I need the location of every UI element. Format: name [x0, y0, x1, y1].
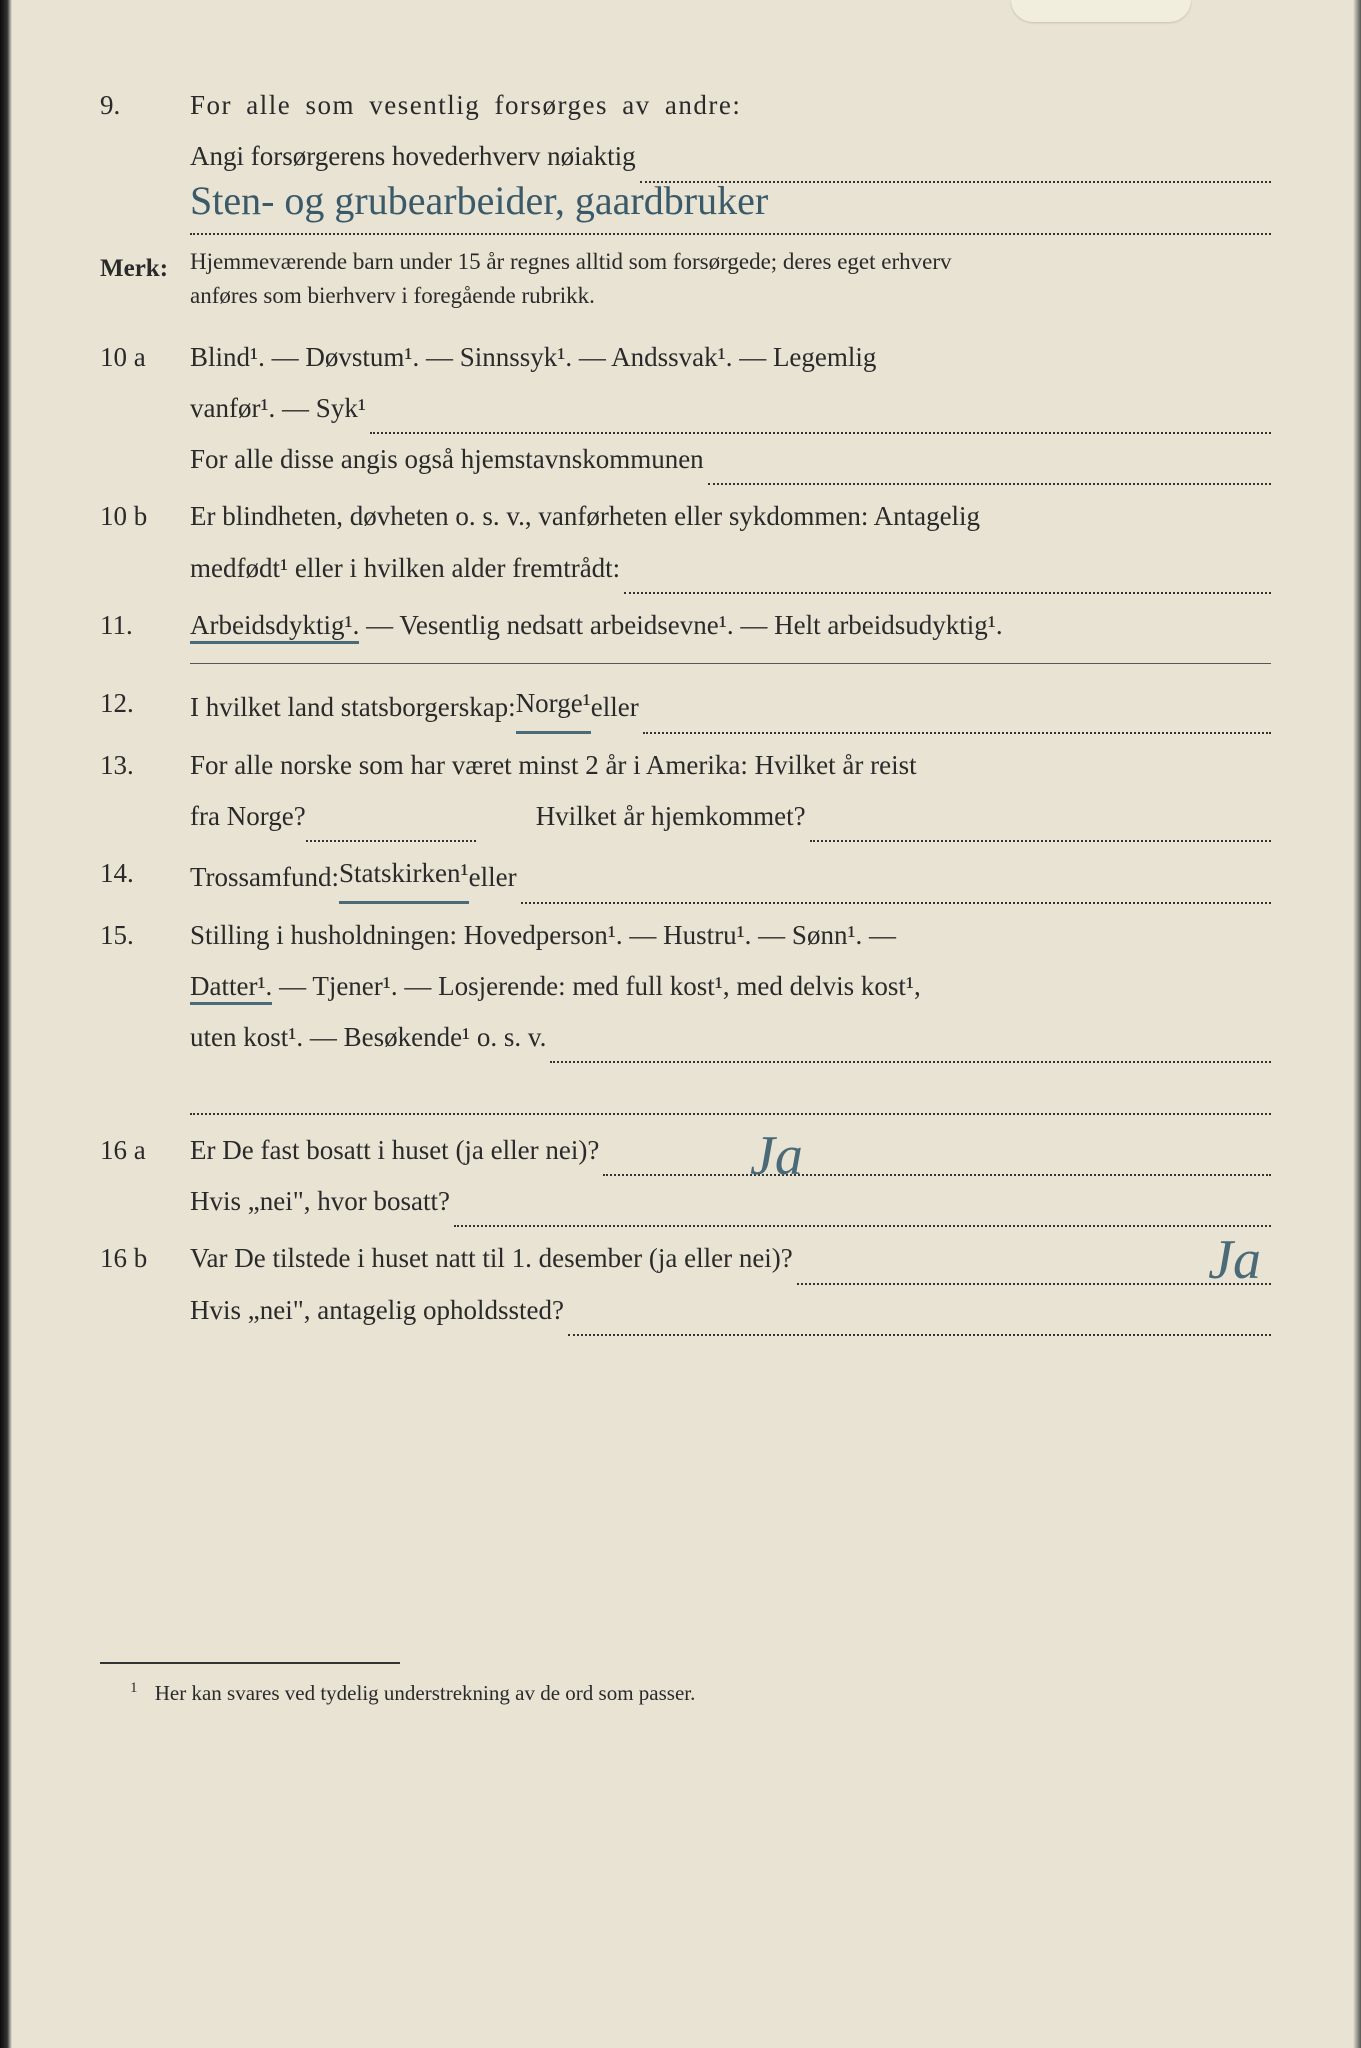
question-number: 14. — [100, 848, 190, 899]
q16a-handwritten-answer: Ja — [750, 1103, 803, 1209]
blank-line — [454, 1196, 1271, 1228]
blank-line — [370, 403, 1271, 435]
q13-from: fra Norge? — [190, 791, 306, 842]
footnote-rule — [100, 1662, 400, 1664]
q10b-line2: medfødt¹ eller i hvilken alder fremtrådt… — [190, 543, 620, 594]
q15-line1: Stilling i husholdningen: Hovedperson¹. … — [190, 910, 1271, 961]
q9-line1: For alle som vesentlig forsørges av andr… — [190, 80, 1271, 131]
q11-option-underlined: Arbeidsdyktig¹. — [190, 610, 359, 644]
question-number: 13. — [100, 740, 190, 791]
question-number: 16 a — [100, 1125, 190, 1176]
question-10a: 10 a Blind¹. — Døvstum¹. — Sinnssyk¹. — … — [100, 332, 1271, 486]
question-11: 11. Arbeidsdyktig¹. — Vesentlig nedsatt … — [100, 600, 1271, 651]
merk-text-2: anføres som bierhverv i foregående rubri… — [190, 279, 1271, 314]
blank-line — [550, 1032, 1271, 1064]
q10a-line1: Blind¹. — Døvstum¹. — Sinnssyk¹. — Andss… — [190, 332, 1271, 383]
q12-suffix: eller — [591, 682, 639, 733]
question-number: 15. — [100, 910, 190, 961]
q15-line2-rest: — Tjener¹. — Losjerende: med full kost¹,… — [279, 971, 921, 1001]
note-merk: Merk: Hjemmeværende barn under 15 år reg… — [100, 245, 1271, 314]
question-number: 11. — [100, 600, 190, 651]
q12-option-underlined: Norge¹ — [516, 678, 591, 733]
footnote: 1 Her kan svares ved tydelig understrekn… — [130, 1674, 1271, 1714]
q13-line1: For alle norske som har været minst 2 år… — [190, 740, 1271, 791]
footnote-text: Her kan svares ved tydelig understreknin… — [155, 1681, 696, 1705]
q14-option-underlined: Statskirken¹ — [339, 848, 469, 903]
q9-handwritten-answer: Sten- og grubearbeider, gaardbruker — [190, 163, 768, 239]
q15-option-underlined: Datter¹. — [190, 971, 272, 1005]
q16b-question: Var De tilstede i huset natt til 1. dese… — [190, 1233, 793, 1284]
blank-line — [624, 562, 1271, 594]
blank-line — [708, 454, 1271, 486]
q16b-followup: Hvis „nei", antagelig opholdssted? — [190, 1285, 564, 1336]
blank-line — [306, 811, 476, 843]
q10a-line2: vanfør¹. — Syk¹ — [190, 383, 366, 434]
blank-line — [797, 1253, 1271, 1285]
blank-line — [643, 702, 1271, 734]
question-13: 13. For alle norske som har været minst … — [100, 740, 1271, 843]
question-14: 14. Trossamfund: Statskirken¹ eller — [100, 848, 1271, 903]
q11-rest: — Vesentlig nedsatt arbeidsevne¹. — Helt… — [366, 610, 1003, 640]
q9-answer-line: Sten- og grubearbeider, gaardbruker — [190, 183, 1271, 235]
merk-text-1: Hjemmeværende barn under 15 år regnes al… — [190, 245, 1271, 280]
question-12: 12. I hvilket land statsborgerskap: Norg… — [100, 678, 1271, 733]
question-16b: 16 b Var De tilstede i huset natt til 1.… — [100, 1233, 1271, 1336]
question-number: 12. — [100, 678, 190, 729]
blank-line — [568, 1304, 1271, 1336]
question-number: 16 b — [100, 1233, 190, 1284]
question-number: 9. — [100, 80, 190, 131]
footnote-marker: 1 — [130, 1680, 138, 1696]
scanned-form-page: 9. For alle som vesentlig forsørges av a… — [0, 0, 1361, 2048]
q10a-line3: For alle disse angis også hjemstavnskomm… — [190, 434, 704, 485]
question-15: 15. Stilling i husholdningen: Hovedperso… — [100, 910, 1271, 1064]
merk-label: Merk: — [100, 245, 190, 293]
question-number: 10 b — [100, 491, 190, 542]
question-10b: 10 b Er blindheten, døvheten o. s. v., v… — [100, 491, 1271, 594]
blank-full-line — [190, 1069, 1271, 1114]
divider-line — [190, 663, 1271, 664]
q16a-question: Er De fast bosatt i huset (ja eller nei)… — [190, 1125, 599, 1176]
q14-prefix: Trossamfund: — [190, 852, 339, 903]
q12-prefix: I hvilket land statsborgerskap: — [190, 682, 516, 733]
q10b-line1: Er blindheten, døvheten o. s. v., vanfør… — [190, 491, 1271, 542]
q16a-followup: Hvis „nei", hvor bosatt? — [190, 1176, 450, 1227]
q16b-handwritten-answer: Ja — [1208, 1207, 1261, 1313]
q14-suffix: eller — [469, 852, 517, 903]
question-16a: 16 a Er De fast bosatt i huset (ja eller… — [100, 1125, 1271, 1228]
question-9: 9. For alle som vesentlig forsørges av a… — [100, 80, 1271, 239]
question-number: 10 a — [100, 332, 190, 383]
blank-line — [810, 811, 1271, 843]
q13-return: Hvilket år hjemkommet? — [536, 791, 806, 842]
paper-torn-edge — [1011, 0, 1191, 22]
blank-line — [521, 872, 1271, 904]
q15-line3: uten kost¹. — Besøkende¹ o. s. v. — [190, 1012, 546, 1063]
blank-line — [603, 1144, 1271, 1176]
